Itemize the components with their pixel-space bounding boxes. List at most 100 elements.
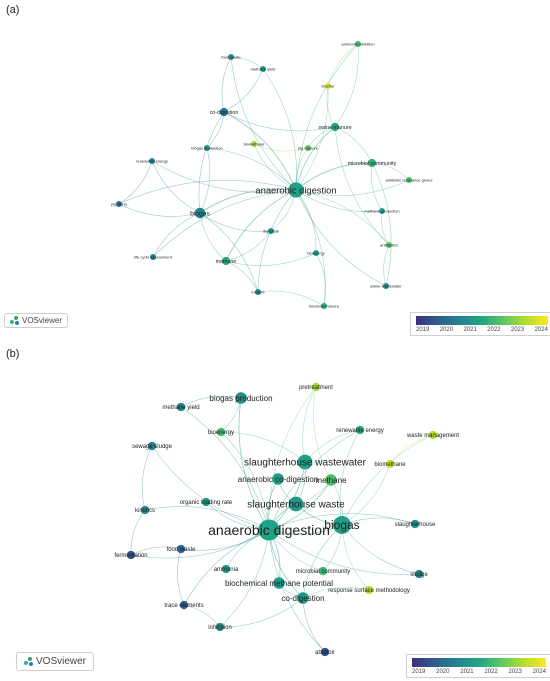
node-label-inhibition: inhibition [208, 625, 232, 631]
node-biogas[interactable] [194, 207, 206, 219]
label-layer: pretreatment biogas production methane yie… [114, 385, 459, 656]
edge-biogas--methane [199, 212, 227, 262]
legend-tick: 2021 [463, 327, 477, 333]
node-label-co-digestion: co-digestion [210, 110, 239, 116]
node-co-digestion[interactable] [219, 107, 229, 117]
edge-layer [130, 386, 434, 653]
node-sludge[interactable] [414, 569, 424, 579]
node-ammonia[interactable] [221, 564, 231, 574]
node-kinetics[interactable] [140, 505, 150, 515]
node-bioenergy[interactable] [313, 250, 319, 256]
legend-tick: 2020 [439, 327, 454, 333]
node-pig-manure[interactable] [305, 145, 311, 151]
edge-biogas--manure [199, 212, 259, 293]
legend-tick: 2019 [412, 669, 426, 675]
node-label-methane-yield: methane yield [162, 405, 199, 411]
node-label-trace-elements: trace elements [164, 603, 203, 609]
node-biomethane[interactable] [251, 141, 257, 147]
node-slaughterhouse-waste[interactable] [288, 496, 304, 512]
node-biogas-production[interactable] [235, 392, 247, 404]
node-co-digestion[interactable] [297, 592, 309, 604]
node-methane[interactable] [221, 256, 231, 266]
edge-anaerobic-digestion--renewable-energy [151, 160, 297, 193]
edge-anaerobic-digestion--methane [225, 189, 297, 262]
node-label-swine-manure: swine manure [318, 125, 351, 131]
edge-swine-manure--antibiotics [334, 126, 390, 246]
node-label-methane: methane [216, 259, 237, 265]
node-organic-loading-rate[interactable] [201, 497, 211, 507]
year-colorbar [416, 316, 548, 325]
node-methane-yield[interactable] [176, 402, 186, 412]
node-renewable-energy[interactable] [355, 425, 365, 435]
node-antibiotics[interactable] [386, 242, 392, 248]
node-fermentation[interactable] [126, 550, 136, 560]
node-label-microbial-community: microbial community [348, 161, 397, 167]
network-panel-b: (b) pretreatment biogas production methane… [0, 340, 550, 681]
node-label-ammonia: ammonia [214, 567, 239, 573]
edge-swine-wastewater--microbial-community [371, 162, 392, 287]
node-anaerobic-digestion[interactable] [258, 519, 280, 541]
vosviewer-logo-text: VOSviewer [36, 656, 87, 667]
edge-biogas--life-cycle-assessment [152, 212, 201, 258]
node-label-swine-wastewater: swine wastewater [370, 283, 402, 288]
node-sewage-sludge[interactable] [147, 441, 157, 451]
node-microbial-community[interactable] [318, 566, 328, 576]
edge-anaerobic-digestion--food-waste [230, 56, 297, 191]
edge-renewable-energy--pig-slurry [118, 160, 153, 205]
edge-fermentation--food-waste [130, 546, 182, 556]
node-pretreatment[interactable] [311, 382, 321, 392]
node-anaerobic-digestion[interactable] [288, 182, 304, 198]
node-abattoir[interactable] [320, 647, 330, 657]
node-label-renewable-energy: renewable energy [336, 428, 383, 434]
legend-tick: 2021 [460, 669, 474, 675]
node-label-microbial-community: microbial community [296, 569, 350, 575]
node-waste-management[interactable] [428, 430, 438, 440]
node-label-biogas-production: biogas production [191, 145, 222, 150]
node-livestock-manure[interactable] [321, 303, 327, 309]
node-life-cycle-assessment[interactable] [150, 254, 156, 260]
node-layer [116, 41, 412, 309]
edge-anaerobic-digestion--sludge [268, 529, 420, 575]
node-pig-slurry[interactable] [116, 201, 122, 207]
node-methane-yield[interactable] [260, 66, 266, 72]
node-biochar[interactable] [325, 83, 331, 89]
node-methane[interactable] [325, 474, 337, 486]
node-swine-manure[interactable] [330, 122, 340, 132]
edge-anaerobic-digestion--abattoir [268, 529, 326, 653]
node-swine-wastewater[interactable] [383, 283, 389, 289]
edge-anaerobic-digestion--life-cycle-assessment [152, 189, 297, 258]
node-label-biomethane: biomethane [374, 462, 406, 468]
edge-co-digestion--food-waste [221, 56, 232, 113]
node-renewable-energy[interactable] [149, 158, 155, 164]
node-biogas[interactable] [333, 516, 351, 534]
node-label-biomethane: biomethane [244, 141, 266, 146]
edge-anaerobic-digestion--co-digestion [223, 111, 297, 191]
edge-anaerobic-digestion--antibiotics [295, 189, 390, 246]
edge-methane--pretreatment [313, 386, 332, 481]
node-methane-production[interactable] [379, 208, 385, 214]
node-biomethane[interactable] [385, 459, 395, 469]
edge-co-digestion--inhibition [219, 597, 304, 628]
node-manure[interactable] [255, 289, 261, 295]
edge-anaerobic-digestion--biogas [199, 188, 297, 214]
edge-biogas--digestate [199, 212, 272, 232]
node-trace-elements[interactable] [179, 600, 189, 610]
node-label-antibiotics: antibiotics [380, 242, 398, 247]
node-antibiotic-resistance-genes[interactable] [406, 177, 412, 183]
node-digestate[interactable] [268, 228, 274, 234]
vosviewer-logo: VOSviewer [4, 313, 69, 328]
edge-slaughterhouse-wastewater--pretreatment [302, 386, 317, 463]
node-label-pig-manure: pig manure [298, 145, 319, 150]
node-slaughterhouse[interactable] [410, 519, 420, 529]
node-response-surface-methodology[interactable] [364, 585, 374, 595]
node-bioenergy[interactable] [216, 427, 226, 437]
node-food-waste[interactable] [228, 54, 234, 60]
node-food-waste[interactable] [176, 544, 186, 554]
node-biogas-production[interactable] [204, 145, 210, 151]
node-ammonia-inhibition[interactable] [355, 41, 361, 47]
node-biochemical-methane-potential[interactable] [273, 577, 285, 589]
node-anaerobic-co-digestion[interactable] [272, 473, 284, 485]
node-inhibition[interactable] [215, 622, 225, 632]
node-slaughterhouse-wastewater[interactable] [297, 454, 313, 470]
node-microbial-community[interactable] [367, 158, 377, 168]
